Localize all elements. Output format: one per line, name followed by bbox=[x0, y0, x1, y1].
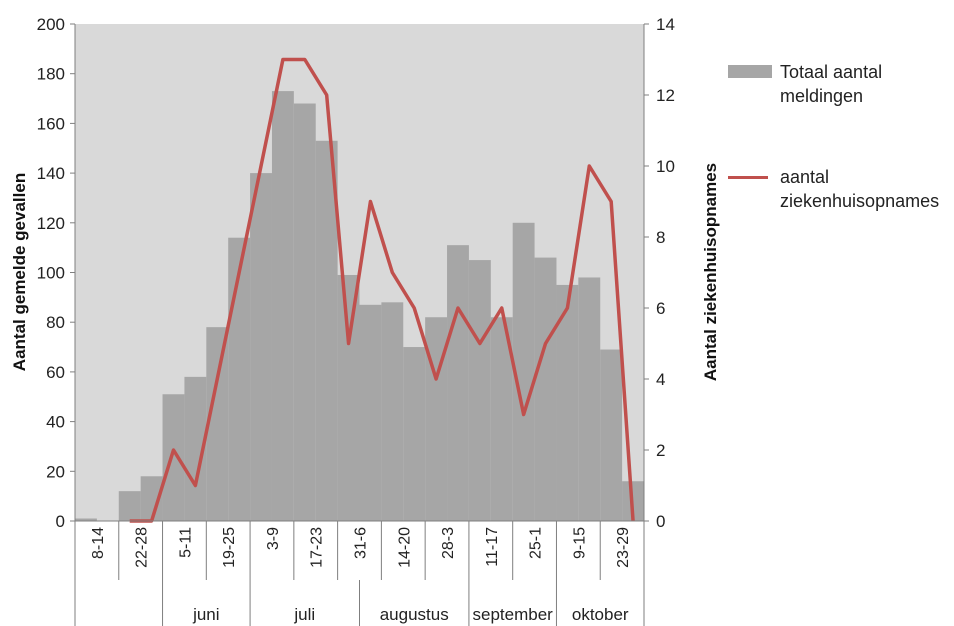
bar-21 bbox=[534, 257, 557, 521]
line-point-20 bbox=[523, 414, 525, 415]
bar-9 bbox=[271, 91, 294, 521]
bar-15 bbox=[403, 347, 426, 521]
line-point-14 bbox=[391, 272, 393, 273]
right-tick-label: 8 bbox=[656, 228, 665, 247]
line-point-23 bbox=[588, 165, 590, 167]
month-labels: juni juli augustus september oktober bbox=[74, 580, 645, 626]
x-tick-label: 23-29 bbox=[615, 527, 632, 568]
line-point-17 bbox=[457, 307, 459, 309]
right-tick-label: 14 bbox=[656, 15, 675, 34]
left-tick-label: 200 bbox=[37, 15, 65, 34]
legend-swatch-bars bbox=[728, 65, 772, 78]
month-label: juli bbox=[293, 605, 315, 624]
line-point-7 bbox=[238, 272, 240, 273]
left-tick-label: 0 bbox=[56, 512, 65, 531]
line-series-0 bbox=[129, 57, 635, 523]
line-point-4 bbox=[172, 449, 174, 451]
left-tick-label: 140 bbox=[37, 164, 65, 183]
right-axis-ticks: 0 2 4 6 8 10 12 14 bbox=[644, 15, 675, 531]
line-point-5 bbox=[194, 485, 196, 486]
x-tick-label: 9-15 bbox=[571, 527, 588, 559]
x-tick-label: 14-20 bbox=[396, 527, 413, 568]
x-tick-label: 8-14 bbox=[90, 527, 107, 559]
bar-5 bbox=[184, 376, 207, 521]
line-point-15 bbox=[413, 307, 415, 309]
right-tick-label: 2 bbox=[656, 441, 665, 460]
x-axis-ticks: 8-14 22-28 5-11 19-25 3-9 17-23 31-6 14-20 28-3 1… bbox=[74, 521, 645, 580]
line-point-9 bbox=[282, 59, 284, 60]
bars bbox=[75, 91, 644, 522]
month-label: oktober bbox=[572, 605, 629, 624]
line-point-6 bbox=[216, 378, 218, 380]
bar-3 bbox=[140, 476, 163, 521]
month-label: september bbox=[473, 605, 554, 624]
right-tick-label: 12 bbox=[656, 86, 675, 105]
x-tick-label: 22-28 bbox=[134, 527, 151, 568]
x-tick-label: 17-23 bbox=[309, 527, 326, 568]
bar-17 bbox=[447, 245, 469, 521]
left-tick-label: 120 bbox=[37, 214, 65, 233]
bar-6 bbox=[206, 327, 229, 521]
bar-22 bbox=[556, 284, 579, 521]
bar-13 bbox=[359, 304, 382, 521]
left-tick-label: 180 bbox=[37, 65, 65, 84]
line-point-11 bbox=[326, 94, 328, 96]
bar-2 bbox=[118, 491, 141, 521]
line-point-19 bbox=[501, 307, 503, 309]
x-tick-label: 28-3 bbox=[440, 527, 457, 559]
x-tick-label: 31-6 bbox=[353, 527, 370, 559]
x-tick-label: 11-17 bbox=[484, 527, 501, 567]
left-tick-label: 60 bbox=[46, 363, 65, 382]
line-point-10 bbox=[304, 59, 306, 60]
bar-16 bbox=[425, 317, 448, 521]
legend-label-bars: Totaal aantal meldingen bbox=[780, 62, 883, 106]
line-point-24 bbox=[610, 201, 612, 202]
left-axis-ticks: 0 20 40 60 80 100 120 140 160 180 200 bbox=[37, 15, 75, 531]
bar-0 bbox=[75, 518, 97, 521]
line-point-22 bbox=[566, 307, 568, 309]
left-tick-label: 100 bbox=[37, 264, 65, 283]
line-point-12 bbox=[348, 343, 350, 344]
bar-14 bbox=[381, 302, 404, 521]
y-axis-label-left: Aantal gemelde gevallen bbox=[10, 173, 29, 371]
right-tick-label: 6 bbox=[656, 299, 665, 318]
right-tick-label: 4 bbox=[656, 370, 665, 389]
bar-10 bbox=[293, 103, 316, 522]
bar-20 bbox=[512, 222, 535, 522]
bar-12 bbox=[337, 274, 360, 521]
legend-swatch-line bbox=[728, 176, 768, 179]
line-point-18 bbox=[479, 343, 481, 344]
bar-18 bbox=[468, 260, 491, 521]
right-tick-label: 0 bbox=[656, 512, 665, 531]
left-tick-label: 80 bbox=[46, 313, 65, 332]
left-tick-label: 160 bbox=[37, 114, 65, 133]
bar-11 bbox=[315, 140, 338, 522]
line-point-13 bbox=[369, 201, 371, 202]
bar-19 bbox=[490, 317, 513, 521]
bar-24 bbox=[600, 349, 623, 521]
bar-4 bbox=[162, 394, 185, 521]
line-point-21 bbox=[545, 343, 547, 344]
x-tick-label: 19-25 bbox=[221, 527, 238, 568]
month-label: augustus bbox=[380, 605, 449, 624]
x-tick-label: 3-9 bbox=[265, 527, 282, 550]
line-point-8 bbox=[260, 165, 262, 167]
right-tick-label: 10 bbox=[656, 157, 675, 176]
x-tick-label: 25-1 bbox=[528, 527, 545, 559]
bar-8 bbox=[250, 173, 272, 521]
month-label: juni bbox=[192, 605, 219, 624]
left-tick-label: 20 bbox=[46, 462, 65, 481]
left-tick-label: 40 bbox=[46, 413, 65, 432]
line-point-16 bbox=[435, 378, 437, 380]
legend-label-line: aantal ziekenhuisopnames bbox=[780, 167, 940, 211]
bar-7 bbox=[228, 237, 251, 521]
x-tick-label: 5-11 bbox=[177, 527, 194, 558]
y-axis-label-right: Aantal ziekenhuisopnames bbox=[701, 163, 720, 381]
bar-23 bbox=[578, 277, 601, 521]
